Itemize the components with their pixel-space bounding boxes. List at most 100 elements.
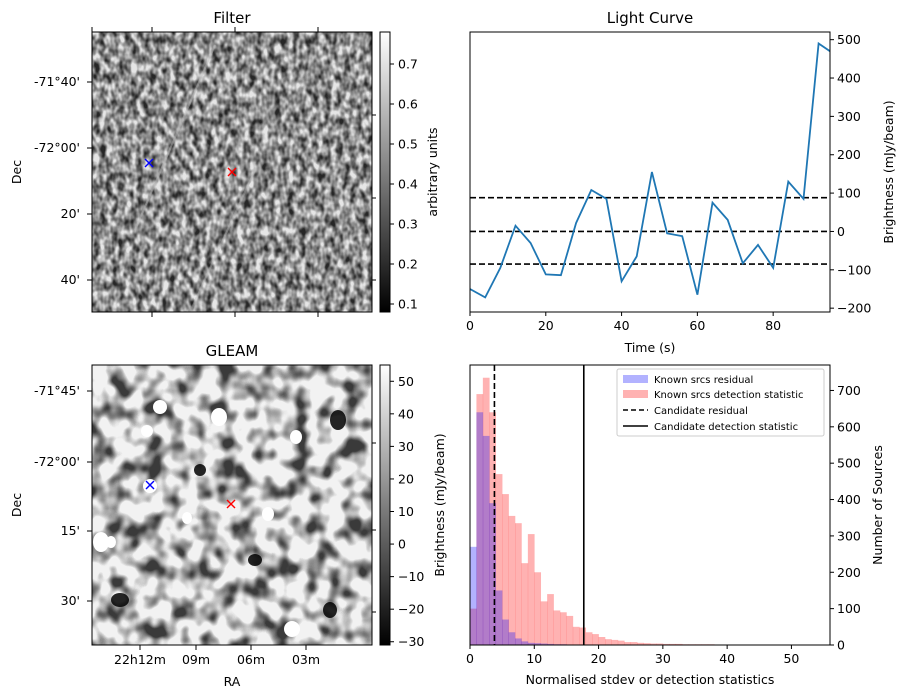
histogram-legend: Known srcs residual Known srcs detection… — [616, 368, 825, 437]
histogram-bar-detection-28 — [650, 643, 657, 645]
filter-ytick-2: 20' — [61, 206, 80, 221]
filter-panel: Filter -71°40' -72°00' 20' 40' Dec 0.70 — [9, 9, 440, 317]
histogram-bar-detection-23 — [617, 640, 625, 645]
histogram-bar-detection-1 — [476, 394, 484, 645]
gleam-colorbar-label: Brightness (mJy/beam) — [432, 433, 447, 576]
histogram-xtick-0: 0 — [466, 651, 474, 666]
gleam-title: GLEAM — [206, 342, 259, 360]
filter-colorbar-tick-5: 0.2 — [398, 257, 418, 272]
histogram-ytick-7: 0 — [837, 638, 845, 653]
histogram-xtick-5: 50 — [783, 651, 799, 666]
filter-colorbar-label: arbitrary units — [425, 127, 440, 216]
gleam-ytick-3: 30' — [61, 593, 80, 608]
histogram-xtick-3: 30 — [655, 651, 671, 666]
histogram-bar-detection-24 — [624, 642, 632, 645]
histogram-ytick-4: 300 — [837, 528, 861, 543]
light-curve-xlabel: Time (s) — [624, 340, 676, 355]
filter-colorbar: 0.7 0.6 0.5 0.4 0.3 0.2 0.1 arbitrary units — [379, 31, 440, 313]
legend-label-candidate-residual: Candidate residual — [654, 406, 748, 417]
histogram-bar-residual-1 — [476, 412, 484, 645]
histogram-ytick-5: 200 — [837, 565, 861, 580]
histogram-bar-detection-4 — [495, 474, 503, 645]
histogram-bar-detection-32 — [675, 643, 683, 645]
histogram-bar-detection-26 — [637, 642, 644, 645]
gleam-colorbar-tick-6: −10 — [398, 569, 424, 584]
histogram-detection-bars — [470, 377, 830, 645]
filter-ytick-0: -71°40' — [34, 74, 80, 89]
histogram-xlabel: Normalised stdev or detection statistics — [526, 672, 775, 687]
histogram-bar-detection-22 — [611, 639, 619, 645]
filter-ytick-3: 40' — [61, 272, 80, 287]
light-curve-xtick-3: 60 — [689, 318, 705, 333]
histogram-bar-residual-8 — [521, 641, 529, 645]
light-curve-ytick-2: 300 — [837, 109, 861, 124]
light-curve-xtick-4: 80 — [765, 318, 781, 333]
light-curve-series-line — [470, 41, 830, 299]
histogram-bar-detection-11 — [540, 601, 548, 645]
legend-swatch-residual — [623, 375, 648, 383]
gleam-xlabel: RA — [224, 674, 241, 689]
light-curve-ylabel: Brightness (mJy/beam) — [881, 100, 896, 243]
filter-colorbar-tick-4: 0.3 — [398, 217, 418, 232]
histogram-ytick-3: 400 — [837, 492, 861, 507]
histogram-bar-detection-15 — [566, 615, 574, 645]
filter-colorbar-tick-6: 0.1 — [398, 297, 418, 312]
gleam-colorbar-tick-4: 10 — [398, 504, 414, 519]
filter-marker-red — [227, 167, 237, 177]
histogram-bar-detection-18 — [585, 632, 593, 645]
gleam-panel: GLEAM — [9, 342, 447, 689]
histogram-bar-detection-30 — [662, 643, 670, 645]
histogram-xtick-2: 20 — [591, 651, 607, 666]
gleam-colorbar-tick-1: 40 — [398, 406, 414, 421]
histogram-bar-detection-3 — [489, 412, 497, 645]
histogram-bar-detection-21 — [605, 639, 612, 645]
histogram-bar-detection-13 — [553, 610, 561, 645]
histogram-ytick-2: 500 — [837, 456, 861, 471]
gleam-marker-red — [226, 499, 236, 509]
gleam-marker-blue — [145, 480, 155, 490]
filter-colorbar-tick-3: 0.4 — [398, 177, 418, 192]
filter-title: Filter — [213, 9, 251, 27]
light-curve-ytick-7: −200 — [837, 301, 871, 316]
histogram-bar-detection-25 — [630, 642, 638, 645]
histogram-bar-detection-27 — [643, 643, 651, 645]
light-curve-ytick-0: 500 — [837, 32, 861, 47]
histogram-vlines — [493, 365, 585, 645]
histogram-bar-detection-9 — [527, 534, 535, 645]
gleam-ylabel: Dec — [9, 493, 24, 517]
light-curve-xtick-0: 0 — [466, 318, 474, 333]
gleam-colorbar-tick-7: −20 — [398, 602, 424, 617]
light-curve-ytick-6: −100 — [837, 262, 871, 277]
histogram-bar-detection-14 — [560, 612, 567, 645]
histogram-xtick-1: 10 — [526, 651, 542, 666]
gleam-xtick-0: 22h12m — [114, 652, 166, 667]
histogram-ytick-6: 100 — [837, 601, 861, 616]
gleam-ytick-1: -72°00' — [34, 454, 80, 469]
filter-colorbar-tick-2: 0.5 — [398, 137, 418, 152]
histogram-bar-detection-5 — [502, 494, 509, 645]
filter-colorbar-tick-0: 0.7 — [398, 57, 418, 72]
histogram-bar-detection-2 — [482, 377, 490, 645]
gleam-xtick-1: 09m — [182, 652, 210, 667]
histogram-bar-detection-6 — [508, 515, 516, 645]
gleam-xtick-2: 06m — [237, 652, 265, 667]
legend-label-detection: Known srcs detection statistic — [654, 390, 803, 401]
histogram-bar-detection-29 — [656, 643, 664, 645]
histogram-xtick-4: 40 — [719, 651, 735, 666]
histogram-bar-residual-2 — [482, 435, 490, 645]
histogram-bar-detection-19 — [592, 634, 599, 645]
legend-label-candidate-detection: Candidate detection statistic — [654, 422, 798, 433]
gleam-colorbar: 50 40 30 20 10 0 −10 −20 −30 Brightness (mJy/bea… — [379, 364, 447, 649]
histogram-bar-detection-12 — [547, 594, 554, 645]
histogram-bar-residual-11 — [540, 643, 548, 645]
histogram-bar-detection-16 — [572, 626, 580, 645]
gleam-xtick-3: 03m — [292, 652, 320, 667]
light-curve-ytick-4: 100 — [837, 186, 861, 201]
gleam-colorbar-tick-0: 50 — [398, 374, 414, 389]
filter-marker-blue — [144, 158, 154, 168]
light-curve-xtick-2: 40 — [614, 318, 630, 333]
histogram-bar-residual-5 — [502, 619, 509, 645]
filter-colorbar-tick-1: 0.6 — [398, 97, 418, 112]
histogram-bar-residual-7 — [515, 638, 522, 645]
histogram-ytick-1: 600 — [837, 419, 861, 434]
